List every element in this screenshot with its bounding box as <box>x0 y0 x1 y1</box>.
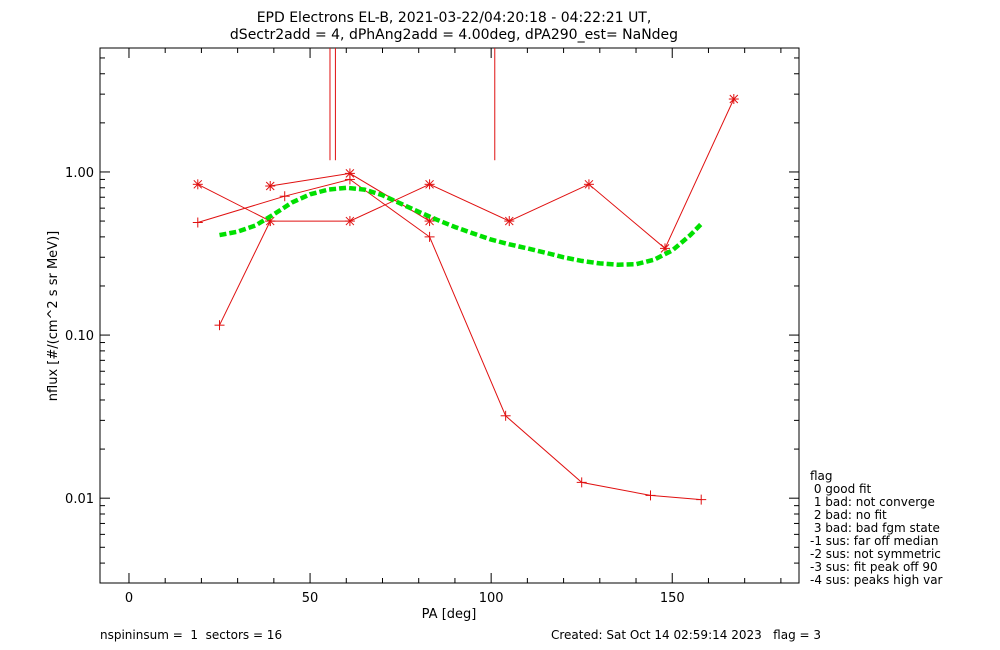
plus-marker <box>424 231 435 242</box>
plus-marker <box>214 320 225 331</box>
star-marker <box>424 179 435 190</box>
star-marker <box>583 179 594 190</box>
star-marker-d2 <box>504 216 514 226</box>
chart-title-line1: EPD Electrons EL-B, 2021-03-22/04:20:18 … <box>257 10 652 26</box>
y-tick-label: 1.00 <box>65 166 94 181</box>
legend-item: 0 good fit <box>810 482 872 496</box>
star-marker-d2 <box>425 216 434 226</box>
plus-marker <box>500 410 511 421</box>
footer-left: nspininsum = 1 sectors = 16 <box>100 628 283 642</box>
star-marker <box>504 216 515 227</box>
star-marker-d2 <box>729 94 739 104</box>
star-marker-d2 <box>425 179 434 189</box>
star-marker-d2 <box>584 179 594 189</box>
legend-title: flag <box>810 469 833 483</box>
legend-item: -1 sus: far off median <box>810 534 939 548</box>
star-marker <box>265 181 276 192</box>
star-marker-d2 <box>265 181 275 191</box>
series-line <box>219 220 271 326</box>
star-marker-d2 <box>660 244 670 253</box>
x-tick-label: 0 <box>125 591 133 606</box>
legend-item: -2 sus: not symmetric <box>810 547 941 561</box>
legend-item: 2 bad: no fit <box>810 508 887 522</box>
plus-marker <box>192 217 203 228</box>
legend-item: -4 sus: peaks high var <box>810 573 943 587</box>
legend-item: 1 bad: not converge <box>810 495 935 509</box>
fit-curve <box>219 185 703 267</box>
plus-marker <box>279 191 290 202</box>
chart-title-line2: dSectr2add = 4, dPhAng2add = 4.00deg, dP… <box>230 27 678 43</box>
star-marker-d2 <box>345 169 355 178</box>
x-axis-label: PA [deg] <box>422 607 477 622</box>
series-line <box>197 178 702 501</box>
plus-marker <box>696 494 707 505</box>
series-line <box>197 98 735 250</box>
plus-marker <box>576 477 587 488</box>
legend-item: 3 bad: bad fgm state <box>810 521 940 535</box>
footer-right: Created: Sat Oct 14 02:59:14 2023 flag =… <box>551 628 822 642</box>
plot-frame <box>99 47 800 584</box>
star-marker-d2 <box>345 216 355 226</box>
star-marker <box>192 179 203 190</box>
star-marker <box>728 94 739 105</box>
star-marker <box>344 216 355 227</box>
x-tick-label: 50 <box>302 591 319 606</box>
data-marks <box>192 48 739 505</box>
x-tick-label: 100 <box>479 591 504 606</box>
y-tick-label: 0.01 <box>65 492 94 507</box>
x-tick-label: 150 <box>660 591 685 606</box>
legend-item: -3 sus: fit peak off 90 <box>810 560 938 574</box>
plus-marker <box>645 490 656 501</box>
axes: 0 50 100 150 0.01 0.10 1.00 <box>65 48 799 606</box>
y-axis-label: nflux [#/(cm^2 s sr MeV)] <box>46 231 61 401</box>
y-tick-label: 0.10 <box>65 329 94 344</box>
star-marker-d2 <box>193 179 203 189</box>
star-marker <box>424 216 435 227</box>
plus-marker <box>344 174 355 185</box>
flag-legend: flag 0 good fit 1 bad: not converge 2 ba… <box>810 470 942 587</box>
